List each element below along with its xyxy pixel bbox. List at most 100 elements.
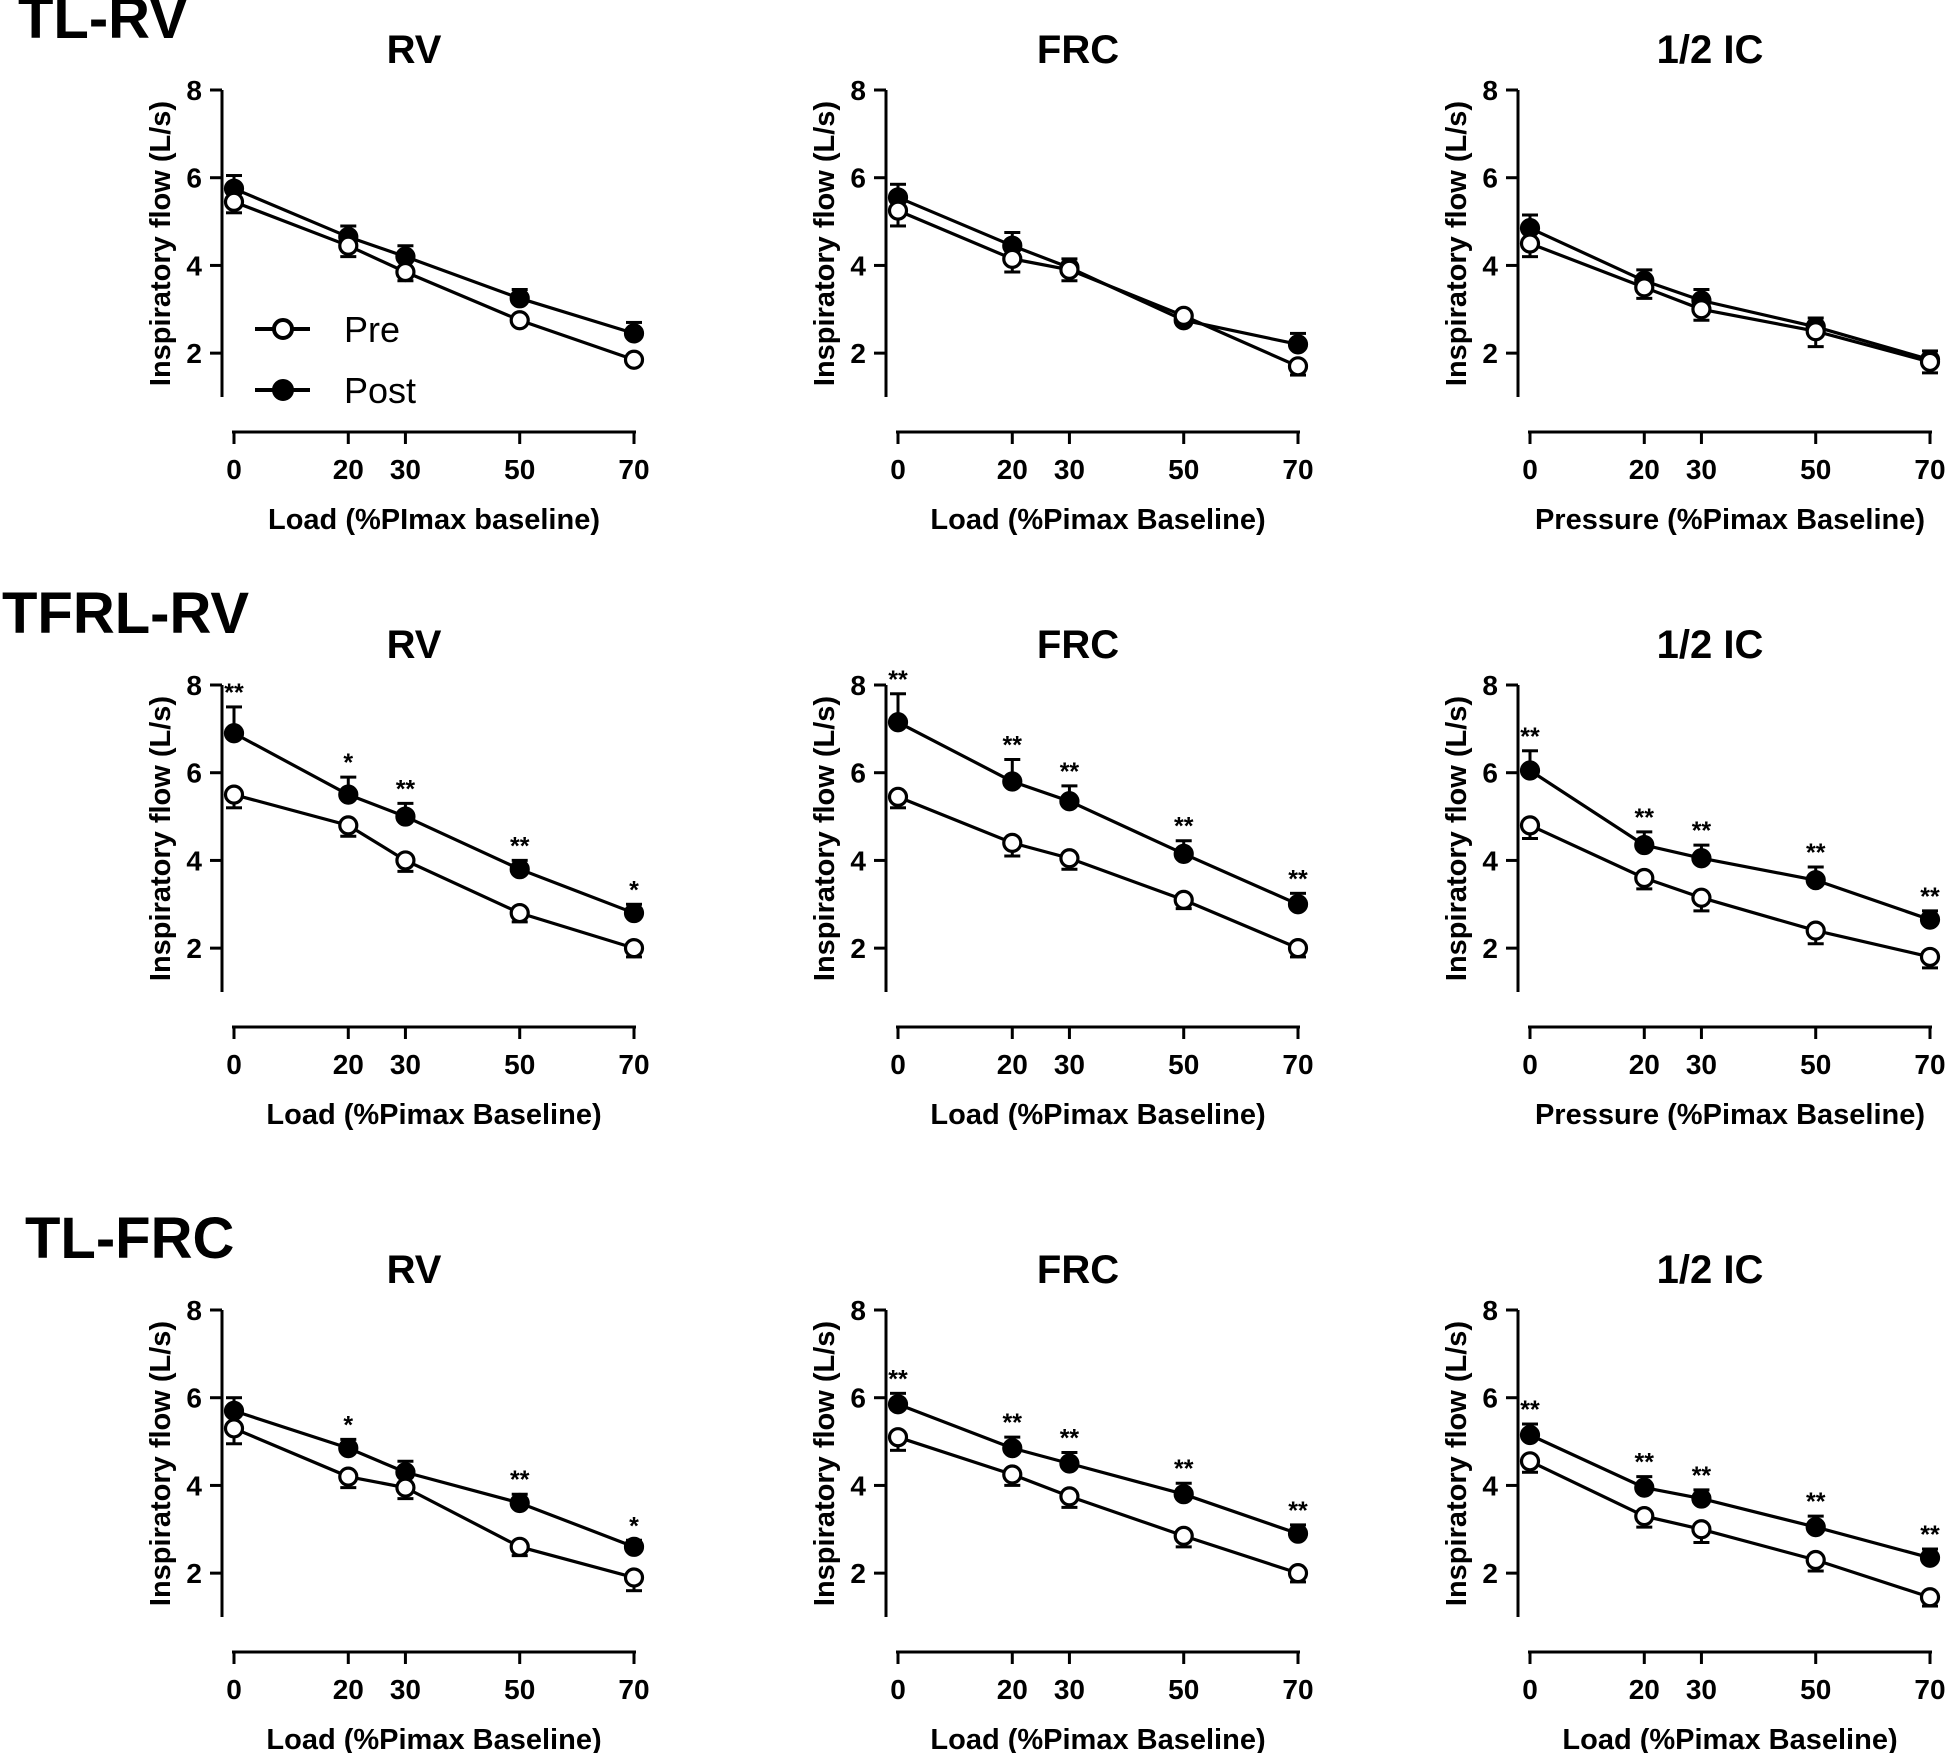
panel-title: FRC [1037, 623, 1119, 667]
y-tick-label: 2 [186, 338, 202, 369]
x-tick-label: 0 [890, 454, 906, 485]
y-tick-label: 2 [1482, 1558, 1498, 1589]
x-axis-title: Load (%Pimax Baseline) [266, 1099, 601, 1131]
pre-point [1287, 938, 1309, 959]
post-series-line [1529, 769, 1931, 922]
post-series-line [233, 731, 635, 915]
y-tick-label: 2 [1482, 933, 1498, 964]
pre-point [1519, 815, 1541, 836]
x-tick-label: 0 [890, 1674, 906, 1705]
x-axis-title: Pressure (%Pimax Baseline) [1535, 504, 1925, 536]
significance-marker: ** [1288, 865, 1308, 893]
y-tick-label: 2 [186, 933, 202, 964]
y-tick-label: 4 [1482, 845, 1498, 876]
pre-series-line [897, 209, 1299, 368]
pre-point [1919, 351, 1941, 373]
x-tick-label: 50 [504, 454, 535, 485]
post-point [1919, 909, 1941, 930]
x-tick-label: 50 [1168, 454, 1199, 485]
chart-panel-9: 1/2 IC 2 4 6 8 Inspiratory flow (L/s) 0 20 30 50 7… [1441, 1248, 1946, 1753]
significance-marker: ** [1520, 723, 1540, 751]
x-tick-label: 70 [1282, 1674, 1313, 1705]
pre-series-line [1529, 242, 1931, 364]
y-tick-label: 2 [850, 338, 866, 369]
y-tick-label: 4 [850, 1470, 866, 1501]
y-tick-label: 6 [1482, 1383, 1498, 1414]
significance-marker: ** [396, 775, 416, 803]
pre-series-line [233, 200, 635, 362]
y-tick-label: 6 [186, 1383, 202, 1414]
legend-post-marker [272, 379, 294, 401]
y-tick-label: 8 [850, 75, 866, 106]
y-tick-label: 8 [1482, 75, 1498, 106]
pre-series-line [1529, 823, 1931, 959]
x-tick-label: 20 [1629, 454, 1660, 485]
pre-point [623, 349, 645, 370]
chart-panel-4: TFRL-RV RV 2 4 6 8 Inspiratory flow (L/s) 0 20 30… [2, 581, 650, 1131]
significance-marker: ** [1692, 817, 1712, 845]
x-tick-label: 70 [618, 1049, 649, 1080]
significance-marker: * [343, 1411, 353, 1439]
y-tick-label: 8 [1482, 670, 1498, 701]
pre-series-line [897, 795, 1299, 950]
post-point [223, 1400, 245, 1421]
y-axis-title: Inspiratory flow (L/s) [809, 101, 841, 386]
pre-point [887, 200, 909, 221]
x-tick-label: 50 [1800, 1049, 1831, 1080]
post-point [509, 288, 530, 309]
row-label: TFRL-RV [2, 581, 249, 646]
y-tick-label: 6 [1482, 163, 1498, 194]
pre-series-line [1529, 1459, 1931, 1599]
y-axis-title: Inspiratory flow (L/s) [145, 1321, 177, 1606]
post-point [887, 1394, 909, 1415]
post-series-line [233, 187, 635, 335]
significance-marker: ** [1806, 839, 1826, 867]
significance-marker: ** [1174, 1455, 1194, 1483]
x-axis-title: Load (%Pimax Baseline) [1562, 1724, 1897, 1753]
chart-panel-2: FRC 2 4 6 8 Inspiratory flow (L/s) 0 20 30 50 70 Lo… [809, 28, 1314, 536]
significance-marker: ** [1003, 1409, 1023, 1437]
x-tick-label: 20 [1629, 1674, 1660, 1705]
pre-point [1634, 277, 1655, 298]
x-tick-label: 70 [1914, 454, 1945, 485]
x-tick-label: 0 [1522, 1049, 1538, 1080]
significance-marker: ** [888, 666, 908, 694]
y-tick-label: 2 [850, 933, 866, 964]
post-series-line [1529, 1433, 1931, 1560]
pre-point [223, 191, 245, 212]
pre-series-line [897, 1435, 1299, 1575]
y-tick-label: 6 [186, 758, 202, 789]
pre-point [1287, 356, 1309, 377]
legend: Pre Post [255, 309, 416, 411]
post-series-line [897, 195, 1299, 346]
significance-marker: ** [1692, 1462, 1712, 1490]
x-tick-label: 30 [1054, 454, 1085, 485]
pre-point [1059, 259, 1080, 280]
x-tick-label: 50 [1800, 1674, 1831, 1705]
pre-point [623, 1567, 645, 1588]
y-tick-label: 8 [186, 670, 202, 701]
x-tick-label: 50 [1168, 1674, 1199, 1705]
pre-point [1002, 248, 1023, 269]
y-tick-label: 4 [186, 1470, 202, 1501]
legend-pre-label: Pre [344, 309, 400, 350]
pre-point [338, 235, 359, 256]
pre-point [1002, 832, 1023, 853]
x-axis-title: Load (%Pimax Baseline) [266, 1724, 601, 1753]
x-tick-label: 20 [997, 1674, 1028, 1705]
y-tick-label: 4 [1482, 250, 1498, 281]
significance-marker: ** [1060, 758, 1080, 786]
y-tick-label: 6 [850, 163, 866, 194]
panel-title: FRC [1037, 1248, 1119, 1292]
x-tick-label: 70 [1914, 1049, 1945, 1080]
significance-marker: ** [1060, 1425, 1080, 1453]
panel-title: 1/2 IC [1657, 28, 1764, 72]
significance-marker: ** [1920, 883, 1940, 911]
pre-point [509, 902, 530, 924]
y-axis-title: Inspiratory flow (L/s) [145, 101, 177, 386]
pre-point [509, 310, 530, 331]
x-tick-label: 70 [1282, 1049, 1313, 1080]
pre-point [338, 815, 359, 836]
significance-marker: ** [888, 1365, 908, 1393]
